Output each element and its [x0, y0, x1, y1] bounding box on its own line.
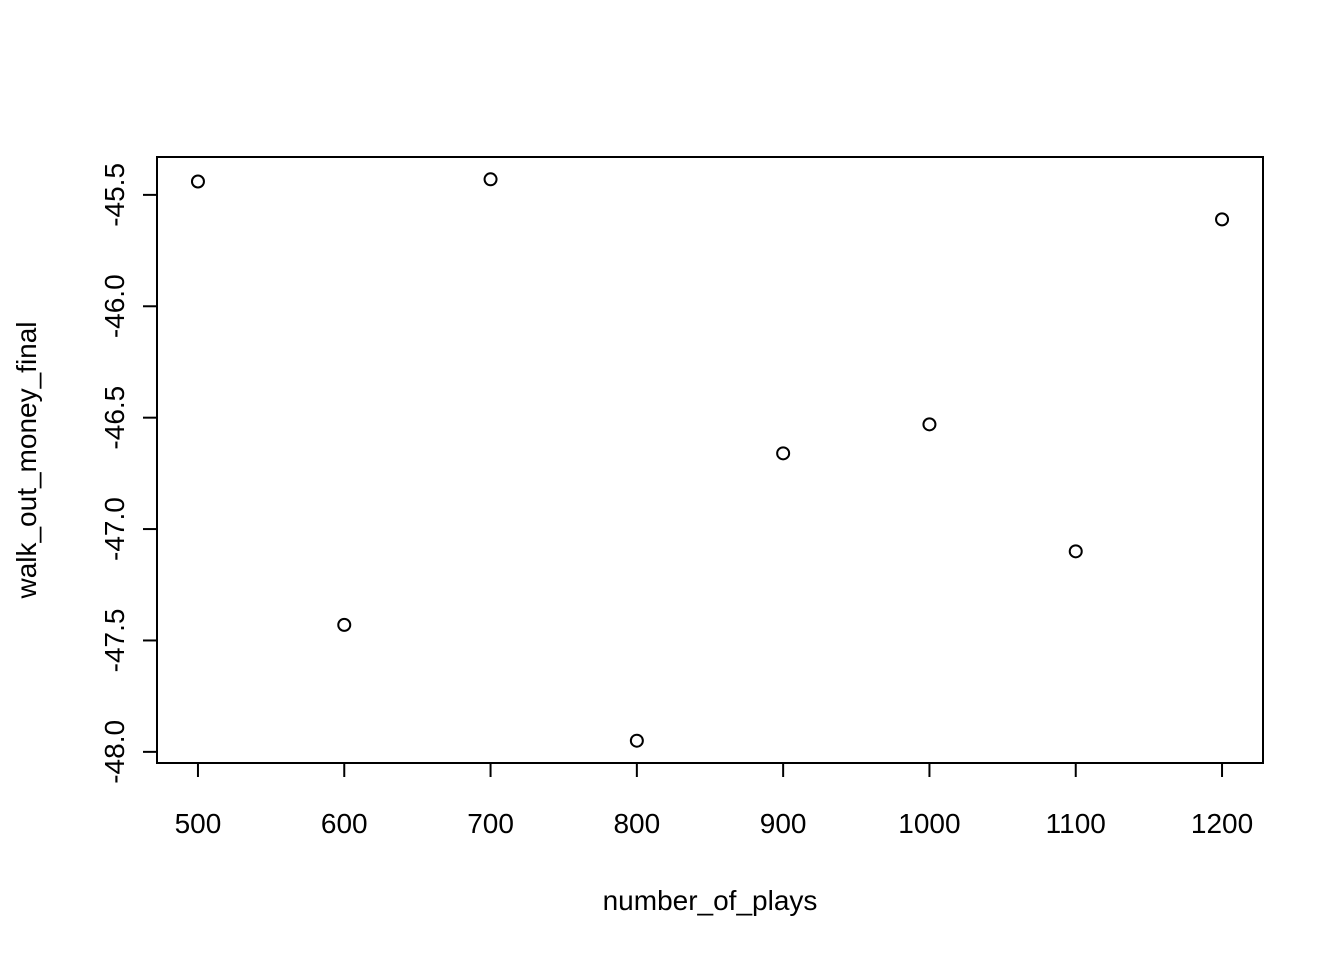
x-tick-label: 600: [321, 808, 368, 839]
data-point: [190, 174, 205, 189]
plot-frame: [156, 156, 1264, 764]
data-point: [337, 617, 352, 632]
x-axis-title: number_of_plays: [603, 885, 818, 916]
x-tick-label: 1100: [1046, 808, 1106, 839]
y-tick-label: -46.5: [99, 386, 130, 450]
x-tick-label: 900: [760, 808, 807, 839]
data-point: [776, 446, 791, 461]
y-tick-label: -48.0: [99, 720, 130, 784]
y-tick-label: -47.5: [99, 609, 130, 673]
y-tick-label: -47.0: [99, 497, 130, 561]
y-axis-title: walk_out_money_final: [11, 321, 42, 599]
x-axis: 500 600 700 800 900 1000 1100 1200: [175, 762, 1253, 839]
data-points: [190, 172, 1230, 748]
x-tick-label: 700: [467, 808, 514, 839]
y-tick-label: -46.0: [99, 274, 130, 338]
data-point: [1215, 212, 1230, 227]
x-tick-label: 800: [613, 808, 660, 839]
x-tick-label: 1200: [1191, 808, 1253, 839]
y-tick-label: -45.5: [99, 163, 130, 227]
data-point: [629, 733, 644, 748]
y-axis: -48.0 -47.5 -47.0 -46.5 -46.0 -45.5: [99, 163, 158, 784]
data-point: [922, 417, 937, 432]
x-tick-label: 500: [175, 808, 222, 839]
data-point: [483, 172, 498, 187]
data-point: [1068, 544, 1083, 559]
x-tick-label: 1000: [898, 808, 960, 839]
